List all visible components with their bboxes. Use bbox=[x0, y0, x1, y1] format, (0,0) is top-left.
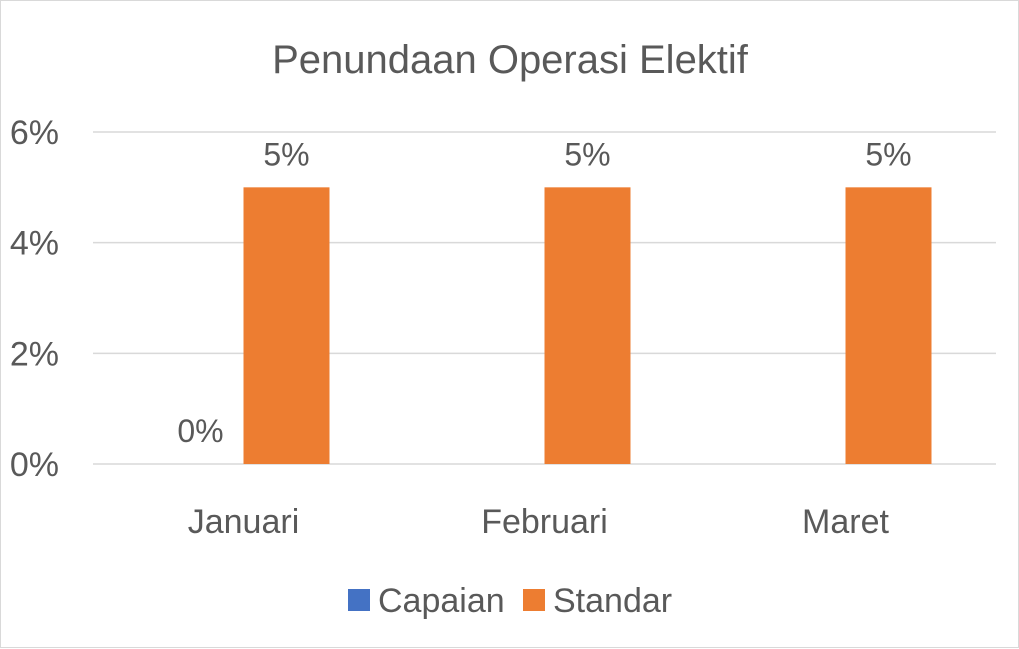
legend-label: Capaian bbox=[378, 582, 505, 620]
x-axis-tick-labels: Januari Februari Maret bbox=[188, 503, 890, 541]
y-tick-label: 6% bbox=[10, 114, 59, 152]
legend-item-standar: Standar bbox=[523, 582, 672, 620]
y-tick-label: 4% bbox=[10, 225, 59, 263]
y-axis-tick-labels: 0% 2% 4% 6% bbox=[10, 114, 59, 484]
data-label: 5% bbox=[263, 136, 309, 172]
legend: Capaian Standar bbox=[348, 582, 672, 620]
x-tick-label: Februari bbox=[481, 503, 608, 541]
legend-swatch bbox=[523, 589, 545, 611]
data-label: 5% bbox=[564, 136, 610, 172]
bar-standar bbox=[544, 187, 631, 465]
x-tick-label: Maret bbox=[802, 503, 889, 541]
bar-standar bbox=[845, 187, 932, 465]
y-tick-label: 2% bbox=[10, 335, 59, 373]
data-labels: 0% 5% 5% 5% bbox=[177, 136, 911, 449]
bar-standar bbox=[243, 187, 330, 465]
data-label: 5% bbox=[865, 136, 911, 172]
bars bbox=[243, 187, 932, 465]
legend-label: Standar bbox=[553, 582, 672, 620]
legend-item-capaian: Capaian bbox=[348, 582, 505, 620]
x-tick-label: Januari bbox=[188, 503, 300, 541]
data-label: 0% bbox=[177, 413, 223, 449]
chart-title: Penundaan Operasi Elektif bbox=[272, 38, 749, 82]
legend-swatch bbox=[348, 589, 370, 611]
y-tick-label: 0% bbox=[10, 446, 59, 484]
